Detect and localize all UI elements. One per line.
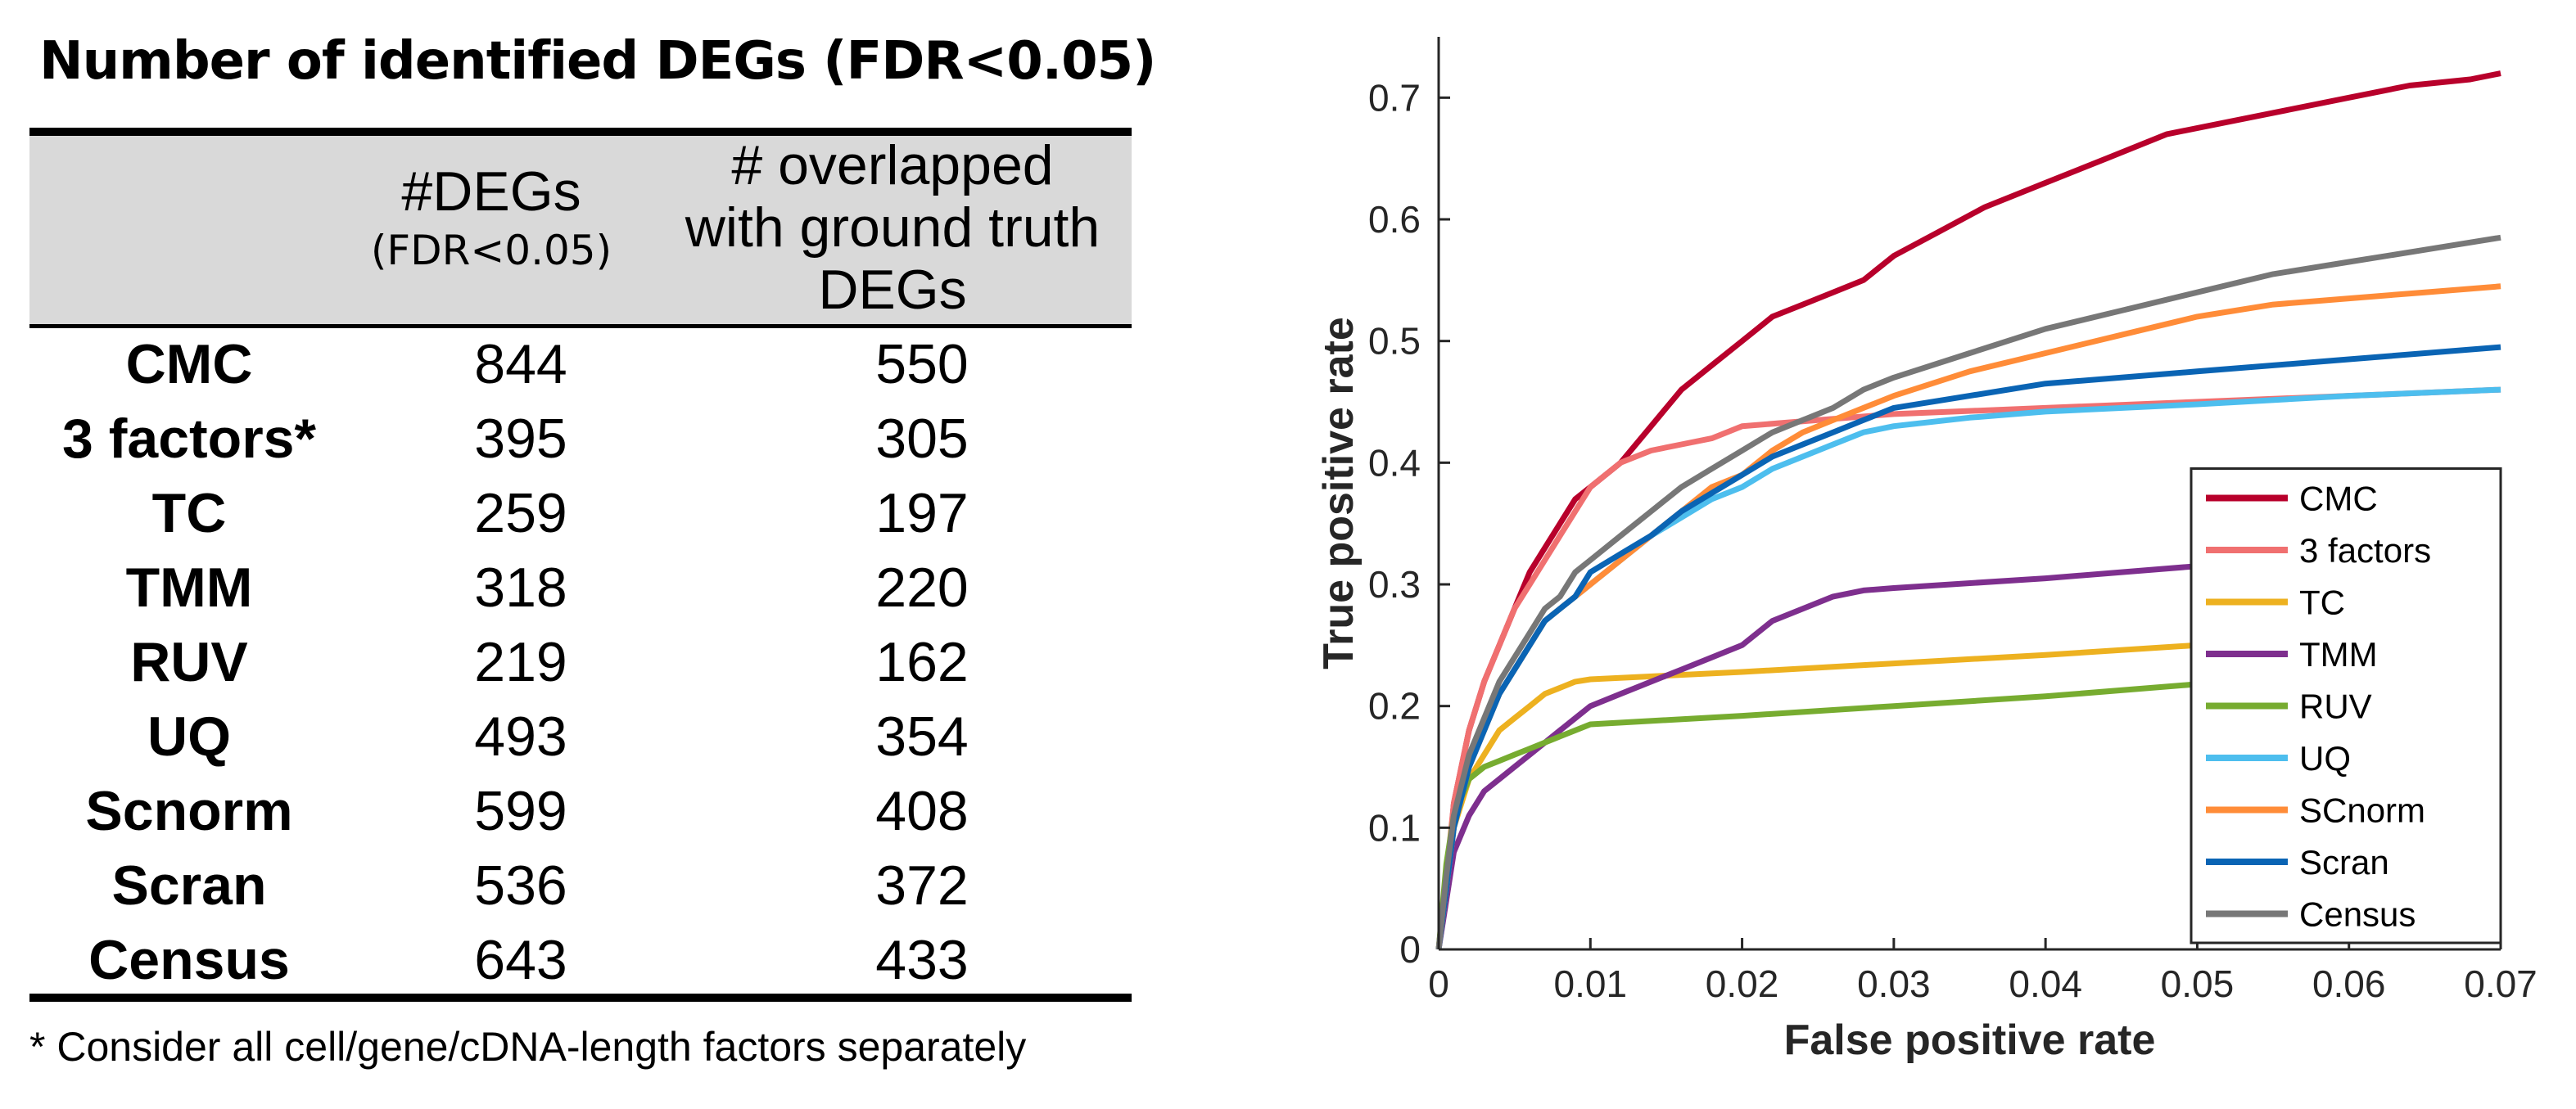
table-row: 3 factors* 395 305 [29, 402, 1132, 476]
table-row: CMC 844 550 [29, 327, 1132, 402]
header-degs-label: #DEGs [401, 160, 581, 223]
table-header-band [29, 136, 1132, 324]
series-line-census [1435, 234, 2501, 950]
legend-label: UQ [2299, 739, 2351, 778]
legend-label: Scran [2299, 843, 2389, 881]
table-row: Scran 536 372 [29, 849, 1132, 923]
cell-method: Census [88, 929, 290, 991]
table-row: TC 259 197 [29, 476, 1132, 551]
series-line-scran [1435, 344, 2501, 950]
cell-method: CMC [125, 333, 253, 395]
table-top-rule [29, 128, 1132, 136]
cell-degs: 536 [474, 854, 567, 917]
cell-degs: 219 [474, 631, 567, 693]
cell-degs: 643 [474, 929, 567, 991]
y-tick-label: 0.1 [1368, 806, 1421, 849]
cell-overlap: 550 [875, 333, 969, 395]
x-tick-label: 0 [1428, 962, 1449, 1005]
cell-overlap: 433 [875, 929, 969, 991]
y-tick-label: 0.2 [1368, 685, 1421, 728]
series-line-3-factors [1435, 386, 2501, 950]
legend-label: SCnorm [2299, 791, 2425, 830]
cell-degs: 599 [474, 780, 567, 842]
cell-degs: 395 [474, 408, 567, 470]
cell-overlap: 197 [875, 482, 969, 544]
x-tick-label: 0.07 [2464, 962, 2538, 1005]
cell-degs: 493 [474, 706, 567, 768]
legend-label: Census [2299, 895, 2416, 934]
table-row: Scnorm 599 408 [29, 774, 1132, 849]
legend-label: 3 factors [2299, 531, 2431, 570]
header-degs-sublabel: (FDR<0.05) [370, 227, 612, 275]
cell-method: UQ [147, 706, 231, 768]
table-title: Number of identified DEGs (FDR<0.05) [39, 31, 1156, 92]
cell-degs: 844 [474, 333, 567, 395]
cell-overlap: 305 [875, 408, 969, 470]
x-tick-label: 0.06 [2312, 962, 2386, 1005]
cell-overlap: 162 [875, 631, 969, 693]
cell-overlap: 408 [875, 780, 969, 842]
cell-method: Scran [111, 854, 267, 917]
cell-overlap: 372 [875, 854, 969, 917]
x-axis-label: False positive rate [1784, 1017, 2156, 1064]
legend-label: TMM [2299, 635, 2378, 674]
y-tick-label: 0.5 [1368, 320, 1421, 363]
cell-method: Scnorm [85, 780, 293, 842]
table-footnote: * Consider all cell/gene/cDNA-length fac… [29, 1024, 1027, 1070]
header-overlap-line: with ground truth [685, 196, 1100, 259]
legend-label: RUV [2299, 687, 2372, 726]
table-row: Census 643 433 [29, 923, 1132, 998]
x-tick-label: 0.01 [1554, 962, 1628, 1005]
y-tick-label: 0.4 [1368, 441, 1421, 484]
legend-label: CMC [2299, 480, 2378, 518]
y-axis-label: True positive rate [1315, 317, 1363, 669]
table-row: TMM 318 220 [29, 551, 1132, 625]
header-overlap-line: # overlapped [731, 134, 1054, 196]
y-tick-label: 0.7 [1368, 76, 1421, 119]
plot-lines [1435, 70, 2501, 950]
cell-overlap: 220 [875, 557, 969, 619]
x-tick-label: 0.05 [2161, 962, 2235, 1005]
legend: CMC 3 factors TC TMM RUV UQ SCnorm Scran Census [2190, 467, 2502, 944]
y-tick-label: 0.6 [1368, 198, 1421, 241]
x-tick-label: 0.04 [2009, 962, 2082, 1005]
cell-method: TMM [125, 557, 253, 619]
table-row: RUV 219 162 [29, 625, 1132, 700]
table-bottom-rule [29, 994, 1132, 1002]
table-row: UQ 493 354 [29, 700, 1132, 774]
cell-method: RUV [130, 631, 248, 693]
cell-degs: 318 [474, 557, 567, 619]
header-overlap-line: DEGs [818, 259, 967, 322]
y-tick-label: 0 [1399, 928, 1421, 971]
y-tick-label: 0.3 [1368, 563, 1421, 606]
series-line-tmm [1435, 551, 2501, 950]
header-degs: #DEGs (FDR<0.05) [344, 160, 639, 273]
x-tick-label: 0.02 [1706, 962, 1779, 1005]
header-overlap: # overlapped with ground truth DEGs [655, 134, 1130, 321]
x-tick-label: 0.03 [1857, 962, 1931, 1005]
table-header-rule [29, 324, 1132, 328]
cell-degs: 259 [474, 482, 567, 544]
cell-method: 3 factors* [62, 408, 316, 470]
cell-method: TC [151, 482, 227, 544]
cell-overlap: 354 [875, 706, 969, 768]
legend-label: TC [2299, 584, 2345, 622]
